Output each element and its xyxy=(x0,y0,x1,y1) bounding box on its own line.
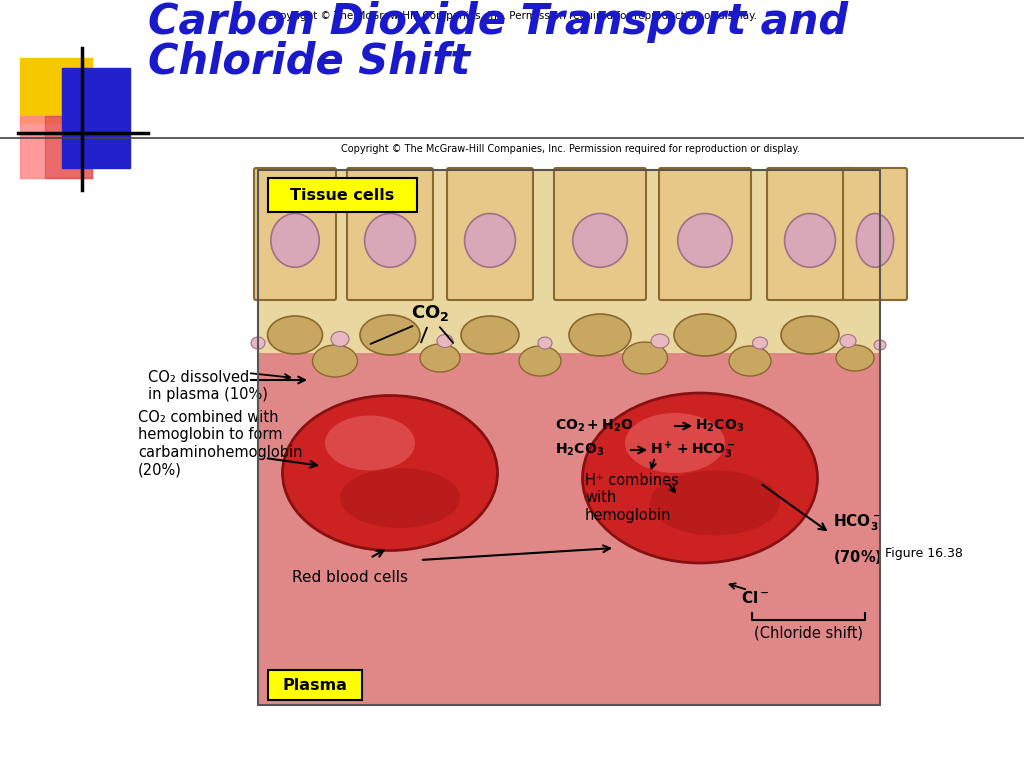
FancyBboxPatch shape xyxy=(843,168,907,300)
Ellipse shape xyxy=(360,315,420,355)
Bar xyxy=(258,353,880,705)
Ellipse shape xyxy=(519,346,561,376)
Ellipse shape xyxy=(331,332,349,346)
Text: $\mathbf{CO_2}$: $\mathbf{CO_2}$ xyxy=(411,303,450,323)
Text: Figure 16.38: Figure 16.38 xyxy=(885,547,963,560)
Ellipse shape xyxy=(569,314,631,356)
FancyBboxPatch shape xyxy=(554,168,646,300)
Text: $\mathbf{HCO_3^-}$: $\mathbf{HCO_3^-}$ xyxy=(833,512,882,533)
Text: Red blood cells: Red blood cells xyxy=(292,570,408,585)
Text: Copyright © The McGraw-Hill Companies, Inc. Permission required for reproduction: Copyright © The McGraw-Hill Companies, I… xyxy=(266,11,758,21)
Ellipse shape xyxy=(729,346,771,376)
Ellipse shape xyxy=(312,345,357,377)
FancyBboxPatch shape xyxy=(254,168,336,300)
Text: Copyright © The McGraw-Hill Companies, Inc. Permission required for reproduction: Copyright © The McGraw-Hill Companies, I… xyxy=(341,144,800,154)
Ellipse shape xyxy=(651,334,669,348)
Ellipse shape xyxy=(840,335,856,347)
Ellipse shape xyxy=(625,413,725,473)
Ellipse shape xyxy=(650,471,780,535)
Text: $\mathbf{H_2CO_3}$: $\mathbf{H_2CO_3}$ xyxy=(695,418,744,434)
Text: $\mathbf{Cl^-}$: $\mathbf{Cl^-}$ xyxy=(740,590,769,606)
Bar xyxy=(20,58,92,123)
Ellipse shape xyxy=(623,342,668,374)
Ellipse shape xyxy=(572,214,628,267)
Text: H⁺ combines
with
hemoglobin: H⁺ combines with hemoglobin xyxy=(585,473,679,523)
FancyBboxPatch shape xyxy=(659,168,751,300)
FancyBboxPatch shape xyxy=(268,178,417,212)
Ellipse shape xyxy=(784,214,836,267)
Ellipse shape xyxy=(465,214,515,267)
Ellipse shape xyxy=(583,393,817,563)
Text: Chloride Shift: Chloride Shift xyxy=(148,41,470,83)
Ellipse shape xyxy=(437,335,453,347)
Ellipse shape xyxy=(678,214,732,267)
Bar xyxy=(20,116,92,178)
Ellipse shape xyxy=(461,316,519,354)
Text: $\mathbf{H^+ + HCO_3^-}$: $\mathbf{H^+ + HCO_3^-}$ xyxy=(650,439,736,461)
Ellipse shape xyxy=(753,337,768,349)
FancyBboxPatch shape xyxy=(268,670,362,700)
FancyBboxPatch shape xyxy=(447,168,534,300)
Ellipse shape xyxy=(420,344,460,372)
Ellipse shape xyxy=(836,345,874,371)
Ellipse shape xyxy=(538,337,552,349)
Ellipse shape xyxy=(781,316,839,354)
Bar xyxy=(258,170,880,705)
Ellipse shape xyxy=(856,214,894,267)
Ellipse shape xyxy=(283,396,498,551)
Ellipse shape xyxy=(340,468,460,528)
Text: $\mathbf{(70\%)}$: $\mathbf{(70\%)}$ xyxy=(833,548,882,566)
Ellipse shape xyxy=(267,316,323,354)
Text: $\mathbf{H_2CO_3}$: $\mathbf{H_2CO_3}$ xyxy=(555,442,604,458)
Text: CO₂ dissolved
in plasma (10%): CO₂ dissolved in plasma (10%) xyxy=(148,370,268,402)
Bar xyxy=(258,170,880,353)
Ellipse shape xyxy=(251,337,265,349)
Ellipse shape xyxy=(365,214,416,267)
Text: (Chloride shift): (Chloride shift) xyxy=(754,625,863,640)
Ellipse shape xyxy=(270,214,319,267)
Ellipse shape xyxy=(674,314,736,356)
Text: Tissue cells: Tissue cells xyxy=(291,187,394,203)
Bar xyxy=(62,68,130,168)
Text: Plasma: Plasma xyxy=(283,677,347,693)
Ellipse shape xyxy=(874,340,886,350)
FancyBboxPatch shape xyxy=(767,168,853,300)
Text: $\mathbf{CO_2 + H_2O}$: $\mathbf{CO_2 + H_2O}$ xyxy=(555,418,633,434)
FancyBboxPatch shape xyxy=(347,168,433,300)
Bar xyxy=(45,116,92,178)
Text: CO₂ combined with
hemoglobin to form
carbaminohemoglobin
(20%): CO₂ combined with hemoglobin to form car… xyxy=(138,410,302,477)
Text: Carbon Dioxide Transport and: Carbon Dioxide Transport and xyxy=(148,1,848,43)
Ellipse shape xyxy=(325,415,415,471)
